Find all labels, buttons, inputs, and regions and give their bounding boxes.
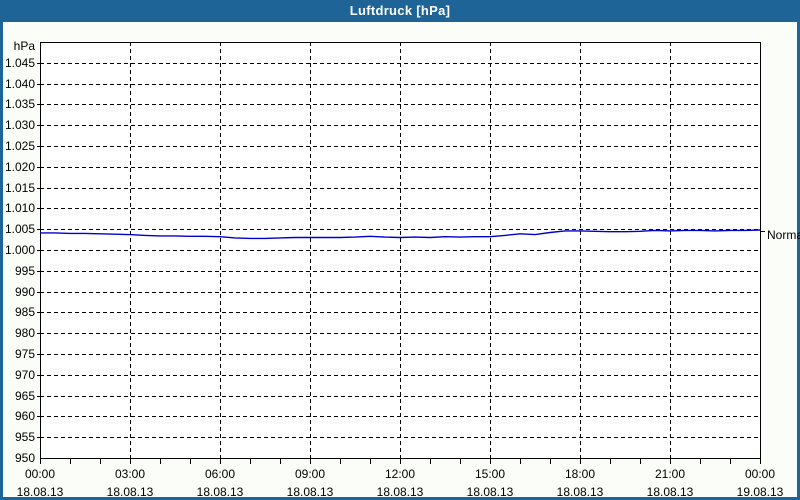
x-axis-date-label: 18.08.13 — [17, 485, 64, 499]
y-axis-label: 960 — [15, 409, 35, 423]
x-axis-date-label: 18.08.13 — [557, 485, 604, 499]
x-axis-date-label: 19.08.13 — [737, 485, 784, 499]
y-axis-label: 990 — [15, 285, 35, 299]
y-axis-label: 1.025 — [5, 139, 35, 153]
x-axis-date-label: 18.08.13 — [287, 485, 334, 499]
y-axis-label: 1.000 — [5, 243, 35, 257]
y-axis-label: 970 — [15, 368, 35, 382]
y-axis-unit-label: hPa — [14, 39, 36, 53]
y-axis-label: 985 — [15, 305, 35, 319]
y-axis-label: 955 — [15, 430, 35, 444]
pressure-data-line — [40, 229, 761, 240]
x-axis-time-label: 18:00 — [565, 467, 595, 481]
y-axis-label: 975 — [15, 347, 35, 361]
x-axis-date-label: 18.08.13 — [647, 485, 694, 499]
y-axis-label: 1.015 — [5, 181, 35, 195]
y-axis-label: 1.035 — [5, 97, 35, 111]
x-axis-time-label: 12:00 — [385, 467, 415, 481]
window-titlebar: Luftdruck [hPa] — [0, 0, 800, 22]
y-axis-label: 980 — [15, 326, 35, 340]
x-axis-time-label: 15:00 — [475, 467, 505, 481]
y-axis-label: 965 — [15, 389, 35, 403]
y-axis-label: 1.045 — [5, 56, 35, 70]
y-axis-label: 950 — [15, 451, 35, 465]
x-axis-date-label: 18.08.13 — [107, 485, 154, 499]
x-axis-time-label: 21:00 — [655, 467, 685, 481]
y-axis-label: 1.010 — [5, 201, 35, 215]
x-axis-date-label: 18.08.13 — [467, 485, 514, 499]
annotation-label: Normal — [767, 228, 800, 242]
y-axis-label: 1.020 — [5, 160, 35, 174]
window-title: Luftdruck [hPa] — [349, 3, 451, 18]
y-axis-label: 1.030 — [5, 118, 35, 132]
y-axis-label: 1.040 — [5, 77, 35, 91]
y-axis-label: 995 — [15, 264, 35, 278]
x-axis-time-label: 09:00 — [295, 467, 325, 481]
y-axis-label: 1.005 — [5, 222, 35, 236]
x-axis-time-label: 06:00 — [205, 467, 235, 481]
x-axis-time-label: 00:00 — [25, 467, 55, 481]
x-axis-time-label: 00:00 — [745, 467, 775, 481]
x-axis-date-label: 18.08.13 — [377, 485, 424, 499]
x-axis-time-label: 03:00 — [115, 467, 145, 481]
x-axis-date-label: 18.08.13 — [197, 485, 244, 499]
